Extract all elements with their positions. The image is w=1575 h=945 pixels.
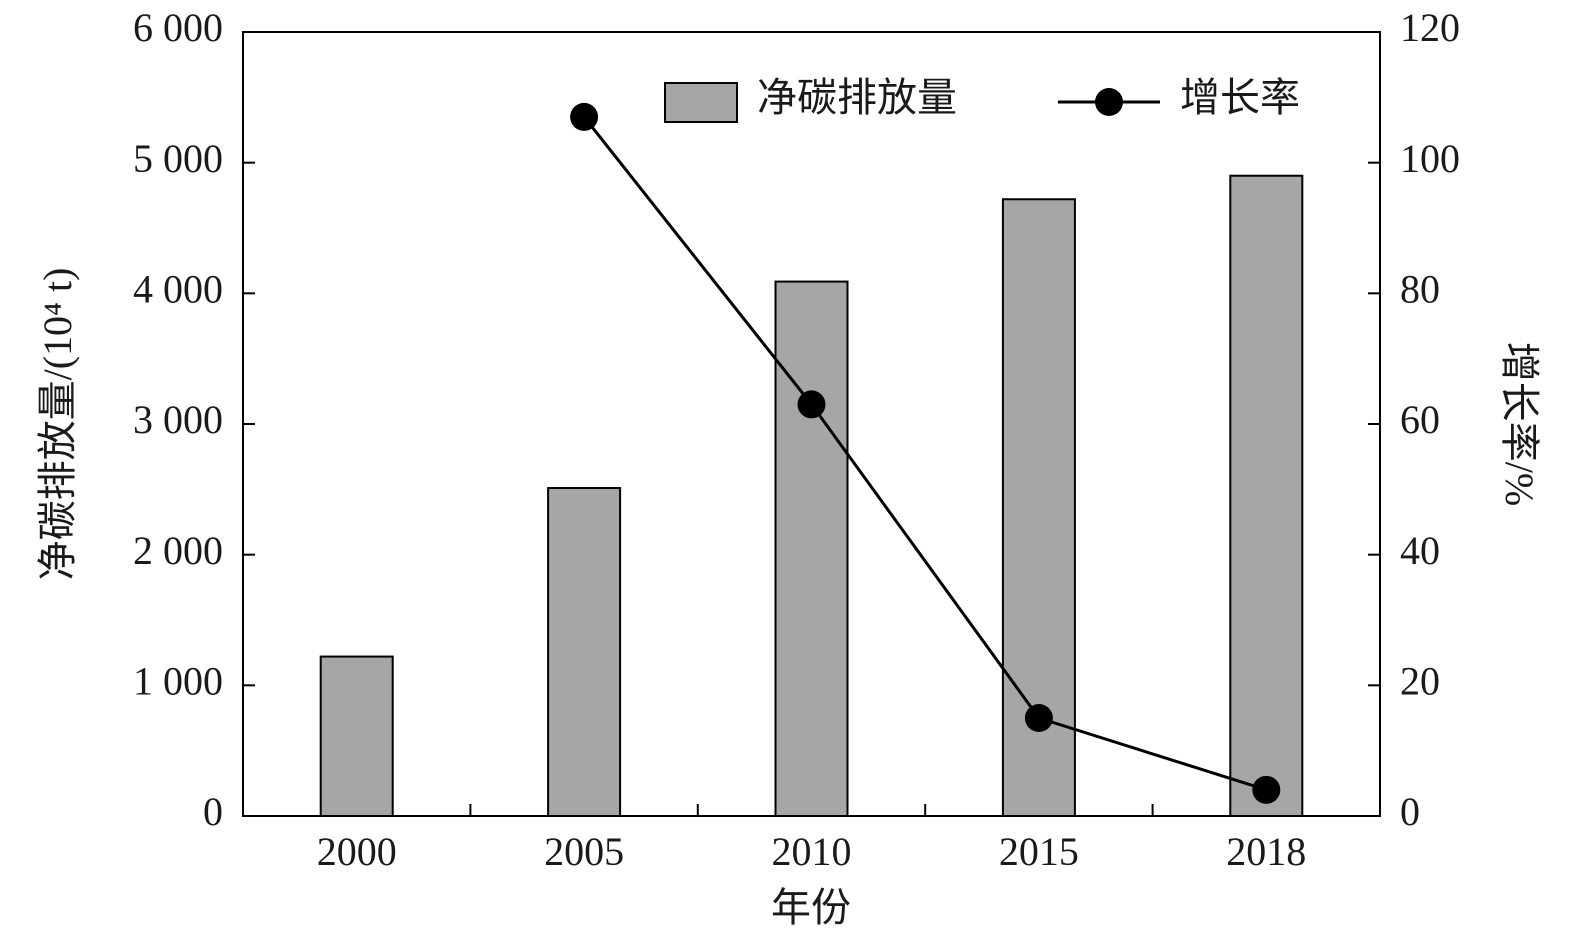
bar [319, 655, 394, 817]
y2-axis-label: 增长率/% [1497, 342, 1542, 506]
bar [774, 280, 849, 818]
y-tick-label: 5 000 [133, 136, 223, 181]
line [582, 116, 1267, 792]
y2-tick-label: 0 [1400, 789, 1420, 834]
legend-marker [1095, 88, 1123, 116]
x-axis-label: 年份 [771, 885, 851, 930]
y2-tick-label: 20 [1400, 659, 1440, 704]
x-tick-label: 2000 [317, 829, 397, 874]
y2-tick-label: 100 [1400, 136, 1460, 181]
y2-tick-label: 40 [1400, 528, 1440, 573]
x-tick-label: 2015 [999, 829, 1079, 874]
legend-swatch [664, 82, 738, 123]
x-tick-label: 2005 [544, 829, 624, 874]
marker [1024, 704, 1053, 732]
legend-label: 净碳排放量 [757, 75, 957, 120]
marker [797, 390, 826, 419]
y2-tick-label: 60 [1400, 397, 1440, 442]
bar [547, 487, 622, 817]
y-tick-label: 4 000 [133, 267, 223, 312]
y-tick-label: 6 000 [133, 5, 223, 50]
y-tick-label: 2 000 [133, 528, 223, 573]
y-tick-label: 0 [203, 789, 223, 834]
y-tick-label: 1 000 [133, 659, 223, 704]
y-tick-label: 3 000 [133, 397, 223, 442]
y-axis-label: 净碳排放量/(10⁴ t) [35, 268, 80, 581]
marker [1252, 775, 1281, 804]
marker [570, 102, 599, 131]
y2-tick-label: 120 [1400, 5, 1460, 50]
y2-tick-label: 80 [1400, 267, 1440, 312]
legend-label: 增长率 [1180, 75, 1300, 120]
bar [1229, 174, 1304, 817]
x-tick-label: 2010 [772, 829, 852, 874]
x-tick-label: 2018 [1226, 829, 1306, 874]
